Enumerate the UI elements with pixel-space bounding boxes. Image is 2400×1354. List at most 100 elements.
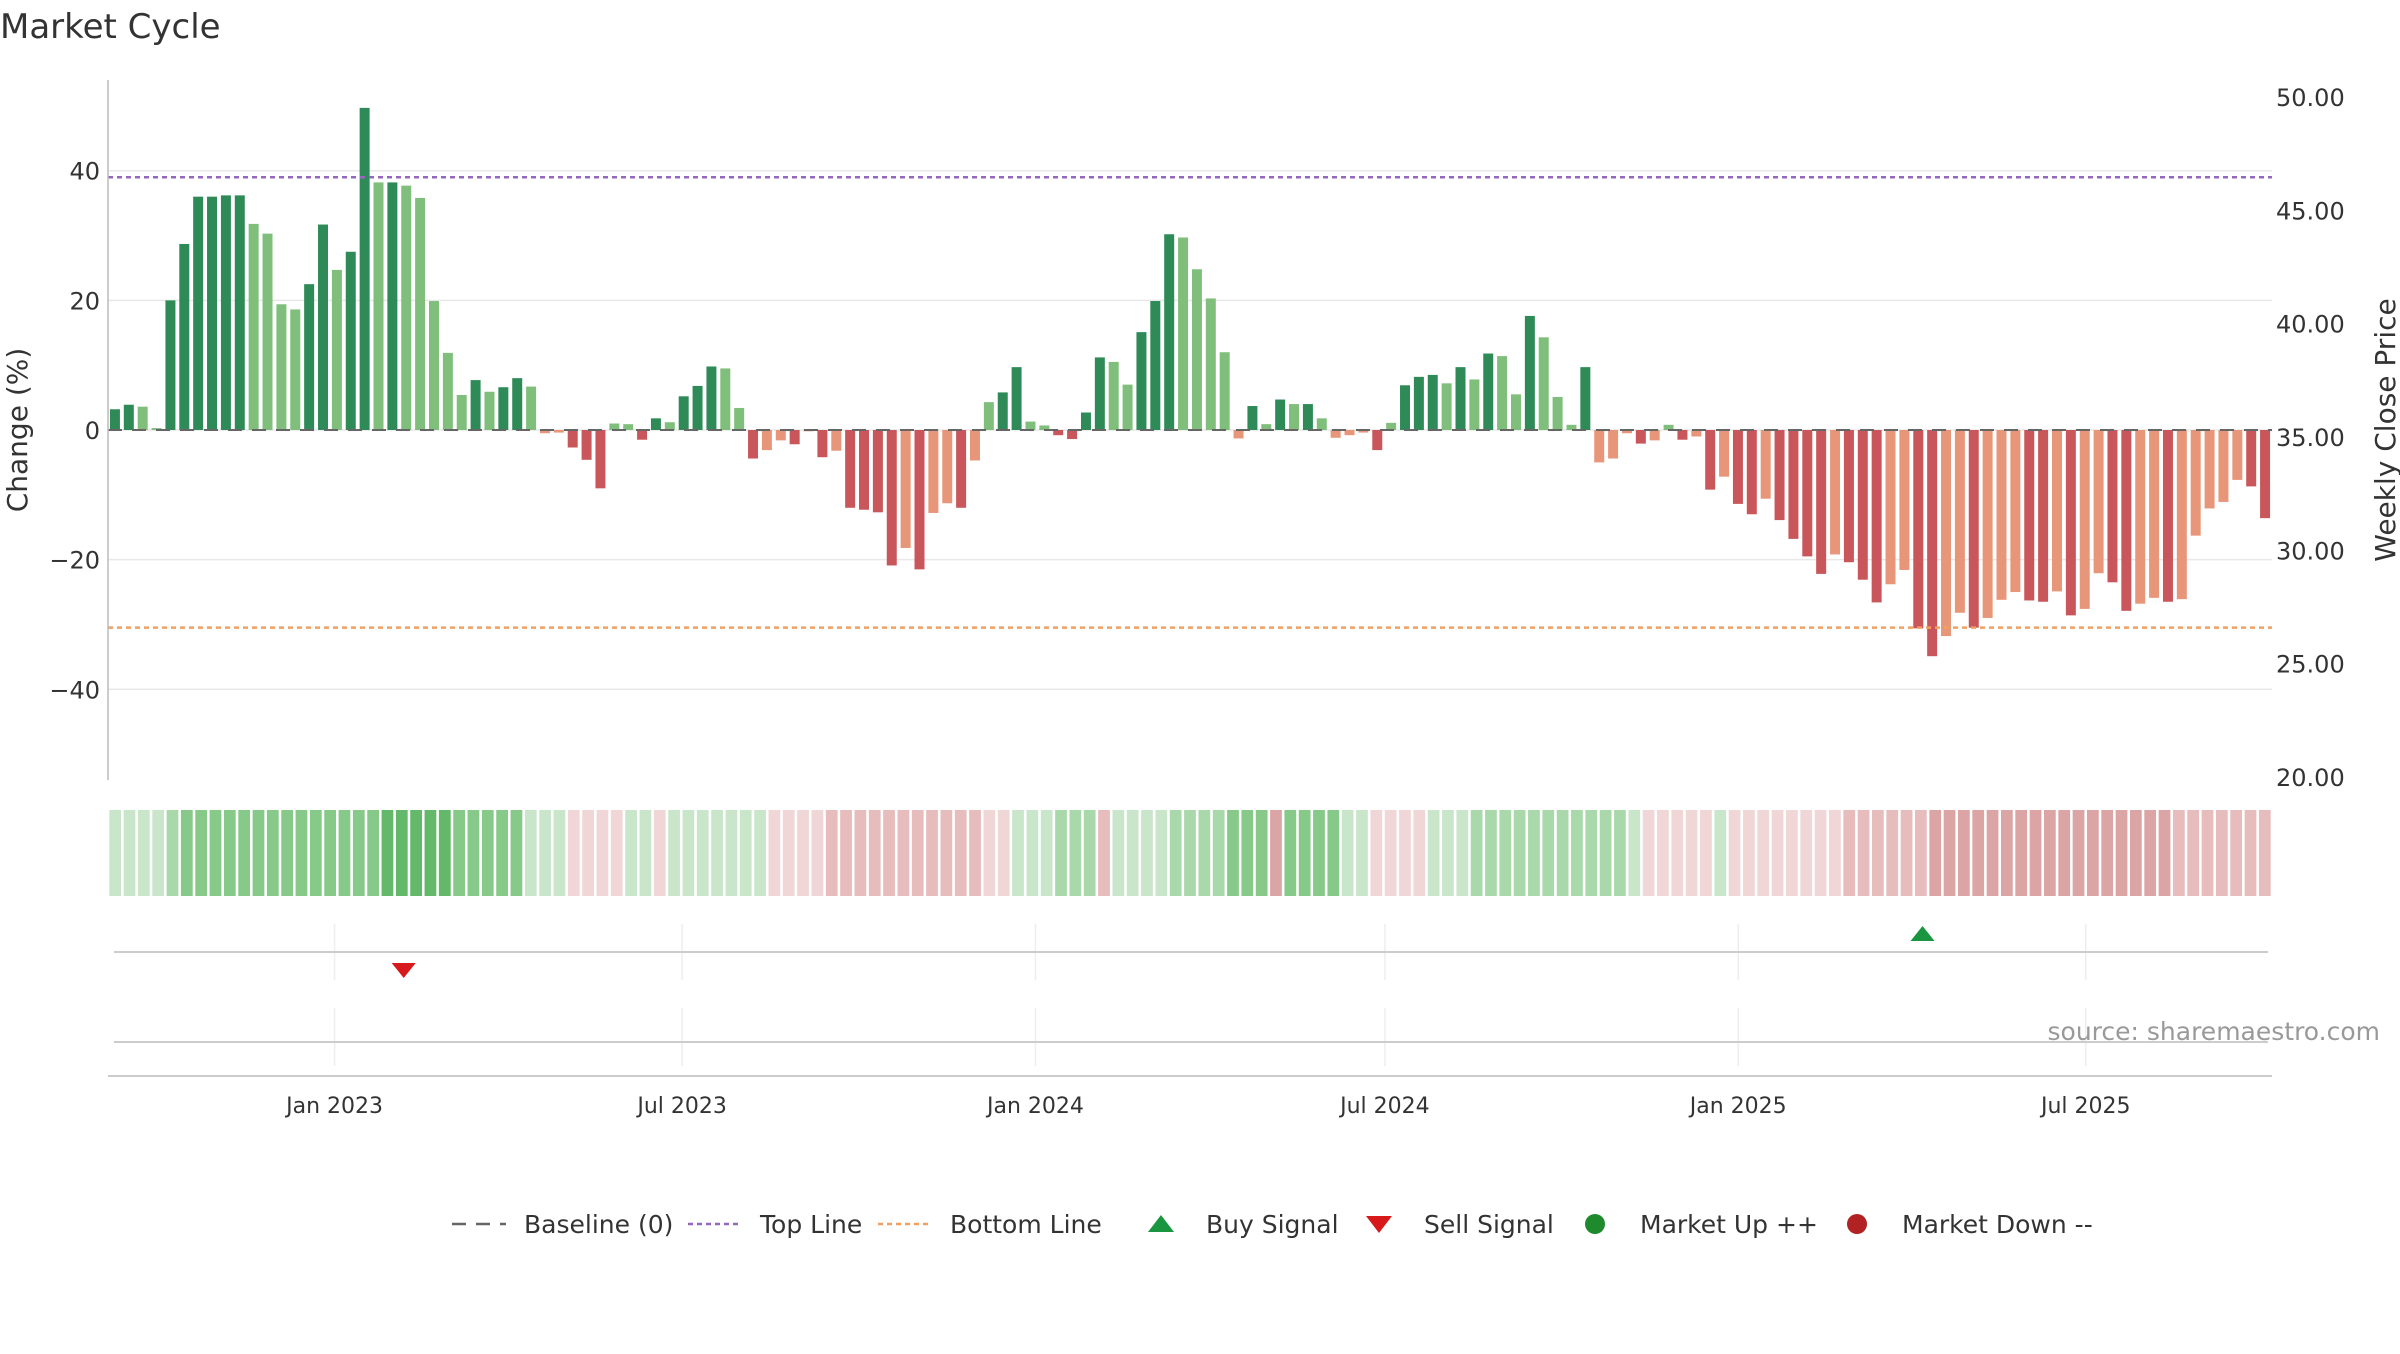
market-level-cell bbox=[639, 810, 652, 896]
market-level-cell bbox=[1298, 810, 1311, 896]
market-level-cell bbox=[1141, 810, 1153, 896]
market-level-cell bbox=[1986, 810, 1999, 896]
change-bar bbox=[886, 430, 897, 566]
change-bar bbox=[1899, 430, 1910, 570]
market-level-cell bbox=[668, 810, 680, 896]
market-level-cell bbox=[2115, 810, 2128, 896]
market-level-cell bbox=[1571, 810, 1583, 896]
change-bar bbox=[1608, 430, 1619, 459]
change-bar bbox=[609, 423, 620, 430]
market-level-cell bbox=[1814, 810, 1827, 896]
market-level-cell bbox=[825, 810, 838, 896]
legend-label: Market Down -- bbox=[1902, 1210, 2093, 1239]
market-level-cell bbox=[453, 810, 465, 896]
legend-item: Buy Signal bbox=[1148, 1210, 1339, 1239]
change-bar bbox=[1788, 430, 1799, 539]
x-tick-label: Jan 2025 bbox=[1688, 1094, 1787, 1119]
change-bar bbox=[498, 387, 509, 430]
legend-label: Market Up ++ bbox=[1640, 1210, 1818, 1239]
change-bar bbox=[2204, 430, 2215, 509]
market-level-cell bbox=[1198, 810, 1211, 896]
market-level-cell bbox=[954, 810, 967, 896]
change-bar bbox=[872, 430, 883, 513]
legend-label: Baseline (0) bbox=[524, 1210, 673, 1239]
market-level-cell bbox=[1614, 810, 1626, 896]
market-level-cell bbox=[1241, 810, 1254, 896]
market-level-cell bbox=[266, 810, 279, 896]
change-bar bbox=[997, 392, 1008, 430]
change-bar bbox=[1275, 399, 1286, 430]
market-level-cell bbox=[2201, 810, 2214, 896]
legend-swatch-triangle-down-icon bbox=[1366, 1216, 1392, 1233]
change-bar bbox=[2218, 430, 2229, 502]
market-level-cell bbox=[223, 810, 236, 896]
market-level-cell bbox=[1098, 810, 1110, 896]
market-level-cell bbox=[1384, 810, 1397, 896]
change-bar bbox=[359, 107, 370, 431]
market-level-cell bbox=[754, 810, 766, 896]
legend-item: Market Down -- bbox=[1847, 1210, 2093, 1239]
market-level-cell bbox=[195, 810, 208, 896]
legend-item: Baseline (0) bbox=[452, 1210, 673, 1239]
change-bar bbox=[1053, 430, 1064, 436]
change-bar bbox=[1427, 374, 1438, 430]
legend-swatch-circle-icon bbox=[1847, 1214, 1867, 1234]
legend-item: Top Line bbox=[688, 1210, 862, 1239]
market-level-cell bbox=[467, 810, 480, 896]
market-level-cell bbox=[782, 810, 795, 896]
market-level-cell bbox=[424, 810, 437, 896]
change-bar bbox=[1344, 430, 1355, 436]
change-bar bbox=[1316, 418, 1327, 430]
change-bar bbox=[2065, 430, 2076, 616]
market-level-cell bbox=[1012, 810, 1024, 896]
source-text: source: sharemaestro.com bbox=[2048, 1017, 2381, 1046]
market-level-cell bbox=[682, 810, 695, 896]
market-level-cell bbox=[1284, 810, 1297, 896]
change-bar bbox=[789, 430, 800, 445]
change-bar bbox=[1982, 430, 1993, 618]
change-bar bbox=[1760, 430, 1771, 499]
market-level-cell bbox=[2215, 810, 2228, 896]
market-level-cell bbox=[496, 810, 508, 896]
change-bar bbox=[415, 197, 426, 430]
x-tick-label: Jan 2024 bbox=[985, 1094, 1084, 1119]
change-bar bbox=[969, 430, 980, 461]
change-bar bbox=[623, 424, 634, 430]
legend-item: Market Up ++ bbox=[1585, 1210, 1818, 1239]
change-bar bbox=[1871, 430, 1882, 603]
change-bar bbox=[678, 396, 689, 430]
change-bar bbox=[831, 430, 842, 451]
change-bar bbox=[373, 182, 384, 430]
change-bar bbox=[928, 430, 939, 513]
market-level-cell bbox=[109, 810, 122, 896]
legend-swatch-circle-icon bbox=[1585, 1214, 1605, 1234]
market-level-cell bbox=[1069, 810, 1082, 896]
market-level-cell bbox=[1599, 810, 1612, 896]
market-level-cell bbox=[238, 810, 251, 896]
change-bar bbox=[1746, 430, 1757, 515]
change-bar bbox=[1080, 412, 1091, 430]
market-level-cell bbox=[1212, 810, 1225, 896]
change-bar bbox=[1039, 425, 1050, 430]
market-level-cell bbox=[1728, 810, 1741, 896]
change-bar bbox=[1497, 356, 1508, 430]
change-bar bbox=[262, 233, 273, 430]
change-bar bbox=[1649, 430, 1660, 441]
change-bar bbox=[567, 430, 578, 448]
market-level-cell bbox=[797, 810, 809, 896]
market-level-cell bbox=[1112, 810, 1125, 896]
change-bar bbox=[1413, 376, 1424, 430]
chart-title: Market Cycle bbox=[0, 7, 221, 47]
market-level-cell bbox=[911, 810, 924, 896]
change-bar bbox=[1219, 352, 1230, 430]
change-bar bbox=[109, 409, 120, 430]
change-bar bbox=[1150, 301, 1161, 430]
market-level-cell bbox=[1485, 810, 1497, 896]
change-bar bbox=[2176, 430, 2187, 600]
change-bar bbox=[595, 430, 606, 489]
change-bar bbox=[2093, 430, 2104, 574]
market-level-cell bbox=[1126, 810, 1139, 896]
market-level-cell bbox=[2187, 810, 2200, 896]
legend: Baseline (0) Top Line Bottom Line Buy Signa… bbox=[452, 1210, 2093, 1239]
